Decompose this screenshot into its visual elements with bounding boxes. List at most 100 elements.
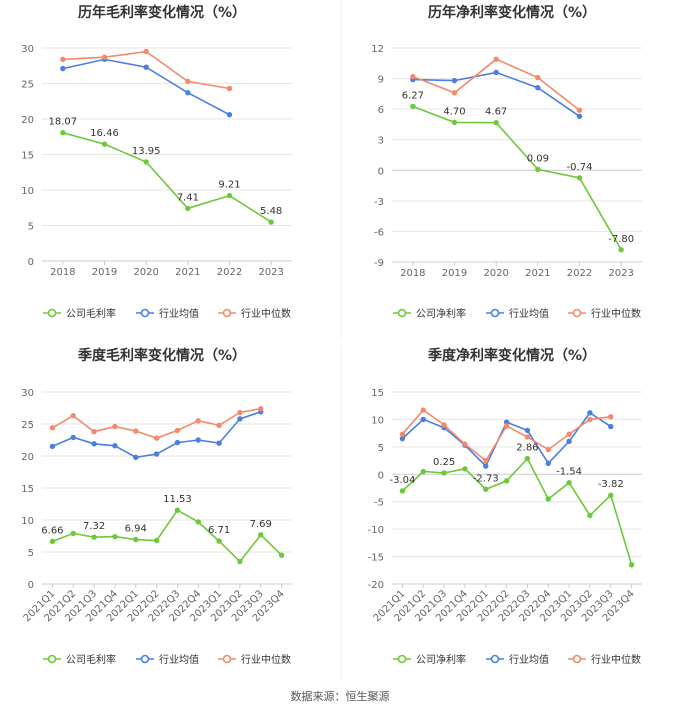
data-point	[576, 113, 583, 119]
data-point	[268, 219, 274, 225]
data-label: 7.41	[177, 192, 199, 203]
legend-label: 行业中位数	[241, 653, 291, 666]
y-tick-label: 0	[378, 166, 384, 177]
y-tick-label: -5	[374, 498, 384, 509]
legend-item: 行业中位数	[568, 307, 641, 320]
data-point	[483, 463, 489, 469]
series-line-2	[401, 409, 611, 462]
data-point	[576, 175, 583, 181]
data-point	[576, 107, 583, 113]
y-tick-label: 3	[378, 136, 384, 147]
y-tick-label: 25	[21, 420, 34, 431]
data-point	[216, 422, 222, 428]
data-point	[185, 205, 191, 212]
data-point	[608, 423, 614, 430]
legend-marker	[490, 308, 500, 318]
y-tick-label: 30	[21, 388, 34, 399]
data-point	[174, 427, 181, 434]
legend-label: 行业中位数	[591, 307, 641, 320]
y-tick-label: 20	[21, 115, 34, 126]
y-tick-label: 15	[21, 151, 34, 162]
y-tick-label: 5	[28, 548, 34, 559]
data-point	[153, 451, 160, 457]
data-point	[49, 425, 56, 431]
series-line-2	[412, 58, 580, 111]
y-tick-label: 0	[28, 257, 34, 268]
data-point	[545, 496, 551, 502]
data-point	[524, 455, 531, 462]
y-tick-label: -6	[374, 227, 384, 238]
data-point	[60, 56, 66, 63]
y-tick-label: 0	[378, 470, 384, 481]
data-label: -2.73	[473, 473, 499, 484]
data-point	[258, 532, 264, 538]
data-point	[216, 440, 222, 446]
data-point	[237, 558, 243, 565]
data-point	[535, 166, 541, 173]
legend-label: 行业均值	[159, 307, 199, 320]
y-tick-label: 10	[21, 516, 34, 527]
data-point	[451, 119, 458, 126]
legend-label: 公司净利率	[416, 653, 466, 666]
y-tick-label: 6	[378, 105, 384, 116]
data-point	[133, 536, 139, 543]
data-label: 6.71	[208, 525, 230, 536]
data-point	[399, 488, 406, 494]
data-point	[216, 538, 222, 544]
data-point	[441, 470, 447, 476]
data-point	[462, 441, 468, 447]
y-tick-label: 20	[21, 452, 34, 463]
data-point	[226, 192, 233, 199]
series-line-0	[62, 131, 272, 223]
data-point	[618, 247, 624, 253]
x-tick-label: 2019	[92, 267, 117, 278]
legend-item: 行业中位数	[218, 653, 291, 666]
chart-panel-1: 历年毛利率变化情况（%） 0 5 10 15 20 25 30 2018 2019 2020 2021…	[21, 4, 292, 320]
legend-item: 行业中位数	[568, 653, 641, 666]
chart-title: 历年毛利率变化情况（%）	[78, 4, 246, 21]
data-point	[535, 74, 541, 81]
y-tick-label: 10	[21, 186, 34, 197]
y-tick-label: 5	[378, 443, 384, 454]
data-label: 13.95	[132, 146, 161, 157]
data-source-note: 数据来源：恒生聚源	[290, 690, 390, 703]
data-point	[153, 435, 160, 441]
y-tick-label: 5	[28, 222, 34, 233]
chart-panel-3: 季度毛利率变化情况（%）0510152025302021Q12021Q22021…	[21, 347, 292, 666]
y-tick-label: 15	[21, 484, 34, 495]
data-point	[503, 423, 510, 429]
data-point	[524, 434, 531, 440]
x-tick-label: 2022	[567, 268, 592, 279]
data-label: 0.25	[433, 457, 455, 468]
data-point	[226, 85, 233, 92]
x-tick-label: 2019	[442, 268, 467, 279]
y-tick-label: -15	[368, 553, 384, 564]
data-label: 9.21	[218, 180, 240, 191]
series-line-0	[401, 457, 633, 566]
x-tick-label: 2018	[400, 268, 425, 279]
data-label: 11.53	[163, 494, 192, 505]
data-point	[258, 405, 264, 412]
y-tick-label: 30	[21, 44, 34, 55]
legend-label: 行业中位数	[241, 307, 291, 320]
legend-marker	[140, 308, 150, 318]
data-point	[493, 69, 499, 76]
data-point	[420, 416, 426, 423]
data-point	[143, 159, 149, 165]
data-point	[60, 65, 66, 72]
data-label: 6.27	[402, 90, 424, 101]
data-point	[628, 562, 635, 568]
data-point	[451, 77, 458, 84]
data-point	[399, 431, 406, 437]
chart-title: 季度毛利率变化情况（%）	[77, 347, 246, 364]
chart-panel-4: 季度净利率变化情况（%）-20-15-10-50510152021Q12021Q…	[368, 347, 642, 666]
data-point	[112, 533, 118, 540]
series-line-0	[52, 509, 283, 563]
legend-marker	[222, 654, 232, 664]
legend-item: 公司毛利率	[43, 307, 116, 320]
data-point	[101, 54, 108, 60]
data-point	[462, 466, 468, 472]
data-point	[143, 64, 149, 70]
data-label: -3.82	[598, 479, 624, 490]
data-label: 4.70	[443, 106, 465, 117]
